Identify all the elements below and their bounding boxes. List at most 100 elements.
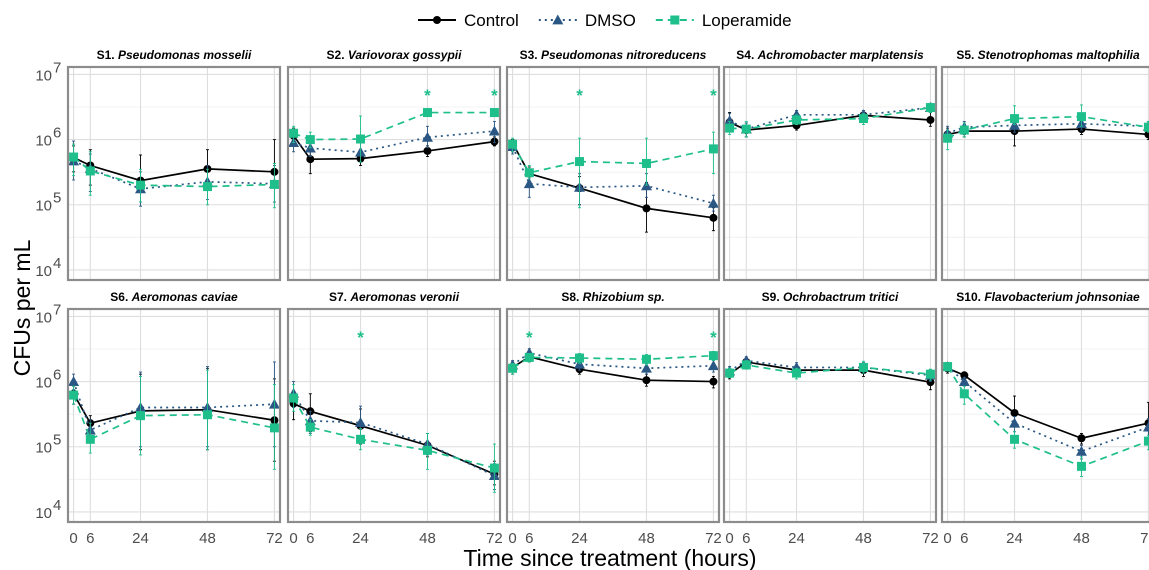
data-point xyxy=(269,179,279,189)
panel-title-prefix: S4. xyxy=(736,48,757,62)
panel-title-species: Aeromonas caviae xyxy=(131,290,238,304)
panel-3: S3. Pseudomonas nitroreducens * * xyxy=(505,48,721,282)
data-point xyxy=(508,139,518,149)
x-tick-label: 6 xyxy=(86,530,94,547)
data-point xyxy=(1076,461,1086,471)
data-point xyxy=(926,378,935,387)
series-loperamide xyxy=(943,362,1149,477)
data-point xyxy=(85,166,95,176)
y-tick-exponent: 7 xyxy=(53,59,61,76)
panel-10: S10. Flavobacterium johnsoniae 06 24 48 72 xyxy=(940,290,1149,547)
panel-title: S10. Flavobacterium johnsoniae xyxy=(956,290,1140,304)
panel-title-species: Stenotrophomas maltophilia xyxy=(978,48,1140,62)
data-point xyxy=(489,463,499,473)
panel-title: S9. Ochrobactrum tritici xyxy=(762,290,899,304)
series-line xyxy=(729,106,931,130)
data-point xyxy=(959,125,969,135)
series-loperamide xyxy=(508,351,718,375)
significance-star: * xyxy=(424,86,431,105)
data-point xyxy=(709,213,718,222)
x-tick-label: 48 xyxy=(855,530,872,547)
panel-title-prefix: S10. xyxy=(956,290,984,304)
y-tick-label: 10 xyxy=(35,133,52,150)
legend-marker xyxy=(552,14,564,25)
data-point xyxy=(926,115,935,124)
data-point xyxy=(1010,114,1020,124)
data-point xyxy=(575,353,585,363)
panel-title-species: Rhizobium sp. xyxy=(583,290,665,304)
panel-background xyxy=(724,309,936,522)
y-tick-label: 10 xyxy=(35,198,52,215)
data-point xyxy=(202,410,212,420)
x-tick-label: 0 xyxy=(508,530,516,547)
data-point xyxy=(524,168,534,178)
data-point xyxy=(1076,112,1086,122)
x-tick-label: 72 xyxy=(266,530,283,547)
data-point xyxy=(1010,408,1019,417)
x-tick-label: 72 xyxy=(922,530,939,547)
data-point xyxy=(1009,417,1021,428)
data-point xyxy=(355,417,367,427)
y-tick-exponent: 7 xyxy=(53,301,61,318)
data-point xyxy=(708,144,718,154)
panel-border xyxy=(505,65,721,282)
data-point xyxy=(69,390,79,400)
y-tick-exponent: 5 xyxy=(53,190,61,207)
panel-title-species: Aeromonas veronii xyxy=(349,290,459,304)
data-point xyxy=(640,362,652,373)
data-point xyxy=(708,351,718,361)
series-loperamide xyxy=(69,369,279,470)
data-point xyxy=(724,115,736,126)
data-point xyxy=(725,123,735,133)
x-tick-label: 0 xyxy=(289,530,297,547)
series-loperamide xyxy=(289,384,499,493)
y-tick-exponent: 6 xyxy=(53,367,61,384)
panel-border xyxy=(940,65,1149,282)
data-point xyxy=(488,125,500,136)
panel-title-prefix: S6. xyxy=(110,290,131,304)
x-tick-label: 72 xyxy=(705,530,722,547)
series-line xyxy=(512,354,714,369)
data-point xyxy=(356,434,366,444)
y-axis-title: CFUs per mL xyxy=(9,239,35,376)
panel-title-prefix: S7. xyxy=(329,290,350,304)
panel-title-species: Pseudomonas nitroreducens xyxy=(541,48,707,62)
data-point xyxy=(136,411,146,421)
legend: Control DMSO Loperamide xyxy=(418,11,792,30)
data-point xyxy=(641,354,651,364)
data-point xyxy=(792,115,802,125)
significance-star: * xyxy=(576,86,583,105)
data-point xyxy=(524,352,534,362)
panel-4: S4. Achromobacter marplatensis xyxy=(722,48,938,282)
data-point xyxy=(356,134,366,144)
data-point xyxy=(707,197,719,208)
panel-background xyxy=(507,67,719,280)
legend-item-loperamide: Loperamide xyxy=(655,11,792,30)
data-point xyxy=(202,182,212,192)
data-point xyxy=(422,445,432,455)
significance-star: * xyxy=(526,328,533,347)
x-tick-label: 6 xyxy=(525,530,533,547)
legend-item-dmso: DMSO xyxy=(538,11,636,30)
y-tick-exponent: 4 xyxy=(53,255,61,272)
data-point xyxy=(136,180,146,190)
data-point xyxy=(68,376,80,386)
panel-background xyxy=(507,309,719,522)
data-point xyxy=(1143,436,1149,446)
panel-7: S7. Aeromonas veronii * 0 6 24 48 72 xyxy=(286,290,503,547)
y-tick-exponent: 6 xyxy=(53,125,61,142)
significance-star: * xyxy=(710,328,717,347)
y-tick-label: 10 xyxy=(35,375,52,392)
x-tick-label: 48 xyxy=(1073,530,1090,547)
data-point xyxy=(523,178,535,189)
series-line xyxy=(729,359,931,377)
error-bar xyxy=(205,369,209,451)
panel-title: S4. Achromobacter marplatensis xyxy=(736,48,924,62)
y-tick-label: 10 xyxy=(35,505,52,522)
data-point xyxy=(943,133,953,143)
panel-background xyxy=(288,309,500,522)
data-point xyxy=(305,135,315,145)
